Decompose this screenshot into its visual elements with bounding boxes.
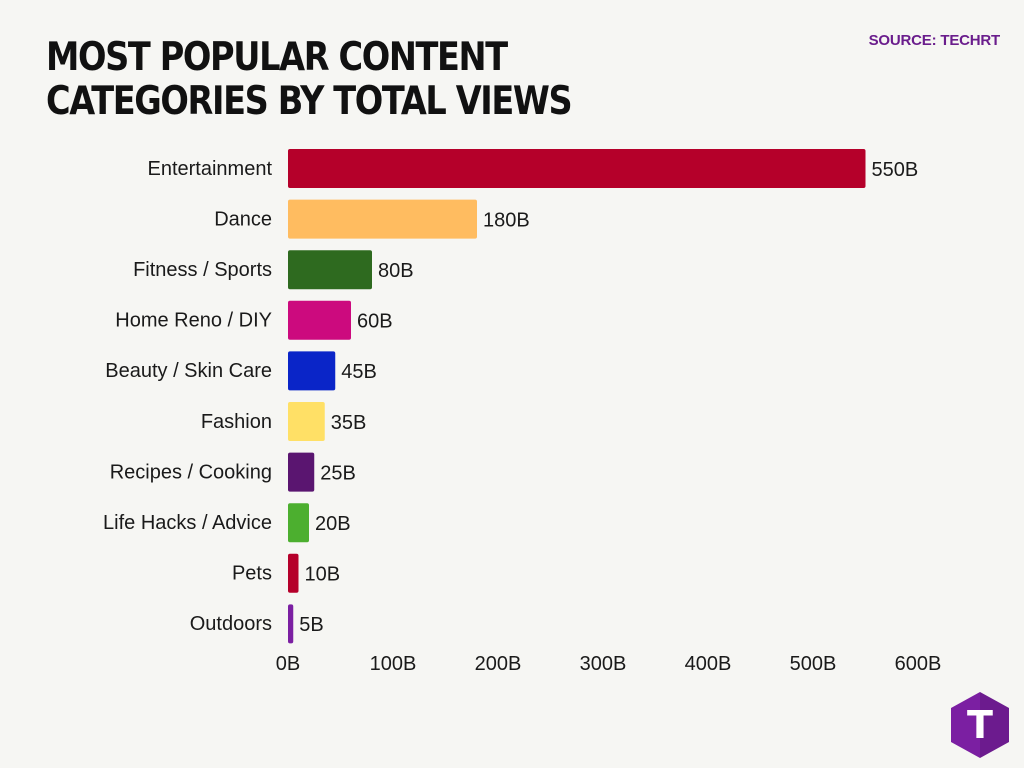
x-tick-label-4: 400B: [685, 653, 732, 675]
bar-fitness-sports: [288, 250, 372, 290]
value-label-beauty-skin-care: 45B: [341, 361, 377, 383]
bar-life-hacks-advice: [288, 503, 309, 543]
bars-group: [288, 149, 866, 644]
bar-outdoors: [288, 604, 294, 644]
value-label-outdoors: 5B: [299, 614, 323, 636]
techrt-logo-icon: T: [951, 692, 1009, 758]
category-label-fashion: Fashion: [201, 411, 272, 433]
bar-home-reno-diy: [288, 300, 351, 340]
value-label-dance: 180B: [483, 209, 530, 231]
category-label-beauty-skin-care: Beauty / Skin Care: [105, 360, 272, 382]
value-label-life-hacks-advice: 20B: [315, 513, 351, 535]
category-label-fitness-sports: Fitness / Sports: [133, 259, 272, 281]
value-label-fashion: 35B: [331, 412, 367, 434]
value-label-fitness-sports: 80B: [378, 260, 414, 282]
category-label-entertainment: Entertainment: [147, 158, 272, 180]
source-label: SOURCE: TECHRT: [868, 32, 1001, 49]
value-labels-group: 550B 180B 80B 60B 45B 35B 25B 20B 10B 5B: [299, 159, 918, 636]
bar-beauty-skin-care: [288, 351, 336, 391]
x-tick-label-2: 200B: [475, 653, 522, 675]
bar-dance: [288, 199, 477, 239]
category-label-dance: Dance: [214, 208, 272, 230]
logo-letter: T: [967, 703, 993, 747]
x-tick-label-1: 100B: [370, 653, 417, 675]
category-labels-group: Entertainment Dance Fitness / Sports Home R…: [103, 158, 272, 635]
bar-fashion: [288, 402, 325, 441]
x-tick-label-5: 500B: [790, 653, 837, 675]
category-label-home-reno-diy: Home Reno / DIY: [115, 310, 272, 332]
bar-pets: [288, 553, 299, 593]
category-label-outdoors: Outdoors: [190, 613, 272, 635]
x-tick-label-3: 300B: [580, 653, 627, 675]
logo-hexagon: [951, 692, 1009, 758]
value-label-pets: 10B: [305, 564, 341, 586]
x-tick-label-6: 600B: [895, 653, 942, 675]
category-label-recipes-cooking: Recipes / Cooking: [110, 461, 272, 483]
category-label-life-hacks-advice: Life Hacks / Advice: [103, 512, 272, 534]
x-tick-label-0: 0B: [276, 653, 300, 675]
bar-recipes-cooking: [288, 452, 315, 492]
value-label-entertainment: 550B: [872, 159, 919, 181]
x-axis-ticks-group: 0B 100B 200B 300B 400B 500B 600B: [276, 653, 942, 675]
chart-title: MOST POPULAR CONTENT CATEGORIES BY TOTAL…: [46, 35, 573, 124]
value-label-recipes-cooking: 25B: [320, 462, 356, 484]
category-label-pets: Pets: [232, 563, 272, 585]
logo-hexagon-shade: [980, 692, 1009, 758]
bar-entertainment: [288, 149, 866, 188]
value-label-home-reno-diy: 60B: [357, 311, 393, 333]
